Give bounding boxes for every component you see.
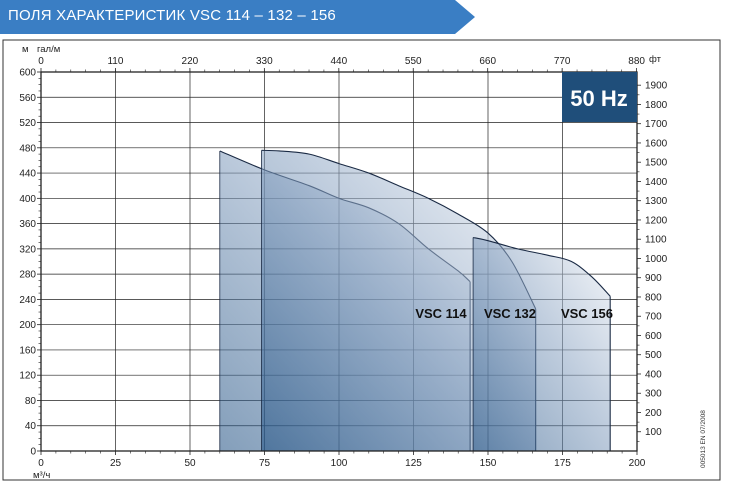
x-bottom-tick-label: 100	[331, 458, 348, 469]
area-vsc-132	[261, 150, 536, 451]
series-label: VSC 132	[484, 306, 536, 321]
header-banner	[0, 0, 475, 34]
y-right-tick-label: 600	[645, 331, 662, 342]
y-left-tick-label: 560	[19, 93, 36, 104]
y-left-tick-label: 480	[19, 143, 36, 154]
y-right-tick-label: 1500	[645, 158, 668, 169]
curve-vsc-156	[472, 236, 611, 297]
y-right-tick-label: 1200	[645, 215, 668, 226]
outer-frame	[2, 39, 721, 481]
x-top-unit: гал/м	[37, 44, 60, 55]
y-left-tick-label: 40	[25, 421, 37, 432]
y-right-tick-label: 1700	[645, 119, 668, 130]
y-left-tick-label: 520	[19, 118, 36, 129]
y-right-tick-label: 200	[645, 408, 662, 419]
x-top-tick-label: 330	[256, 56, 273, 67]
x-top-tick-label: 220	[182, 56, 199, 67]
x-bottom-tick-label: 75	[259, 458, 271, 469]
frequency-label: 50 Hz	[570, 86, 627, 111]
series-label: VSC 114	[415, 306, 467, 321]
y-right-tick-label: 1100	[645, 235, 667, 246]
axes: 0 25 50 75 100 125 150 175 200 0 40 80 120 160 200 240 2…	[19, 44, 667, 481]
y-left-tick-label: 120	[19, 371, 36, 382]
x-top-tick-label: 0	[38, 56, 44, 67]
x-bottom-tick-label: 25	[110, 458, 122, 469]
y-right-tick-label: 800	[645, 292, 662, 303]
x-bottom-tick-label: 50	[184, 458, 196, 469]
y-right-tick-label: 1800	[645, 100, 668, 111]
y-left-tick-label: 360	[19, 219, 36, 230]
y-right-tick-label: 100	[645, 427, 662, 438]
x-bottom-tick-label: 0	[38, 458, 44, 469]
y-left-tick-label: 0	[30, 447, 36, 458]
y-right-tick-label: 700	[645, 312, 662, 323]
y-left-unit: м	[22, 44, 29, 55]
y-right-tick-label: 300	[645, 389, 662, 400]
x-bottom-tick-label: 125	[405, 458, 422, 469]
curve-vsc-132	[261, 149, 537, 310]
y-right-tick-label: 1400	[645, 177, 668, 188]
series-label: VSC 156	[561, 306, 613, 321]
page-title: ПОЛЯ ХАРАКТЕРИСТИК VSC 114 – 132 – 156	[8, 7, 336, 24]
x-top-tick-label: 880	[628, 56, 645, 67]
y-right-tick-label: 900	[645, 273, 662, 284]
x-top-tick-label: 770	[554, 56, 571, 67]
x-top-tick-label: 110	[107, 56, 123, 67]
y-left-tick-label: 400	[19, 194, 36, 205]
y-right-tick-label: 1300	[645, 196, 668, 207]
x-top-tick-label: 440	[330, 56, 347, 67]
y-left-tick-label: 80	[25, 396, 37, 407]
y-right-tick-label: 1900	[645, 81, 668, 92]
curve-labels: VSC 114 VSC 132 VSC 156	[415, 306, 613, 321]
y-left-tick-label: 600	[19, 68, 36, 79]
x-bottom-tick-label: 150	[480, 458, 497, 469]
curve-areas	[219, 149, 611, 452]
x-top-tick-label: 660	[479, 56, 496, 67]
y-left-tick-label: 440	[19, 169, 36, 180]
y-right-tick-label: 500	[645, 350, 662, 361]
y-left-tick-label: 200	[19, 320, 36, 331]
x-bottom-unit: м³/ч	[33, 470, 50, 481]
document-code: 005013 EN 07/2008	[700, 410, 707, 468]
y-right-tick-label: 1000	[645, 254, 668, 265]
y-right-unit: фт	[649, 54, 662, 65]
x-top-tick-label: 550	[405, 56, 422, 67]
frequency-badge: 50 Hz	[562, 72, 637, 122]
y-left-tick-label: 320	[19, 244, 36, 255]
y-right-tick-label: 1600	[645, 138, 668, 149]
x-bottom-tick-label: 175	[554, 458, 571, 469]
x-bottom-tick-label: 200	[629, 458, 646, 469]
y-left-tick-label: 240	[19, 295, 36, 306]
y-left-tick-label: 280	[19, 270, 36, 281]
y-right-tick-label: 400	[645, 369, 662, 380]
area-vsc-156	[473, 237, 611, 451]
y-left-tick-label: 160	[19, 345, 36, 356]
